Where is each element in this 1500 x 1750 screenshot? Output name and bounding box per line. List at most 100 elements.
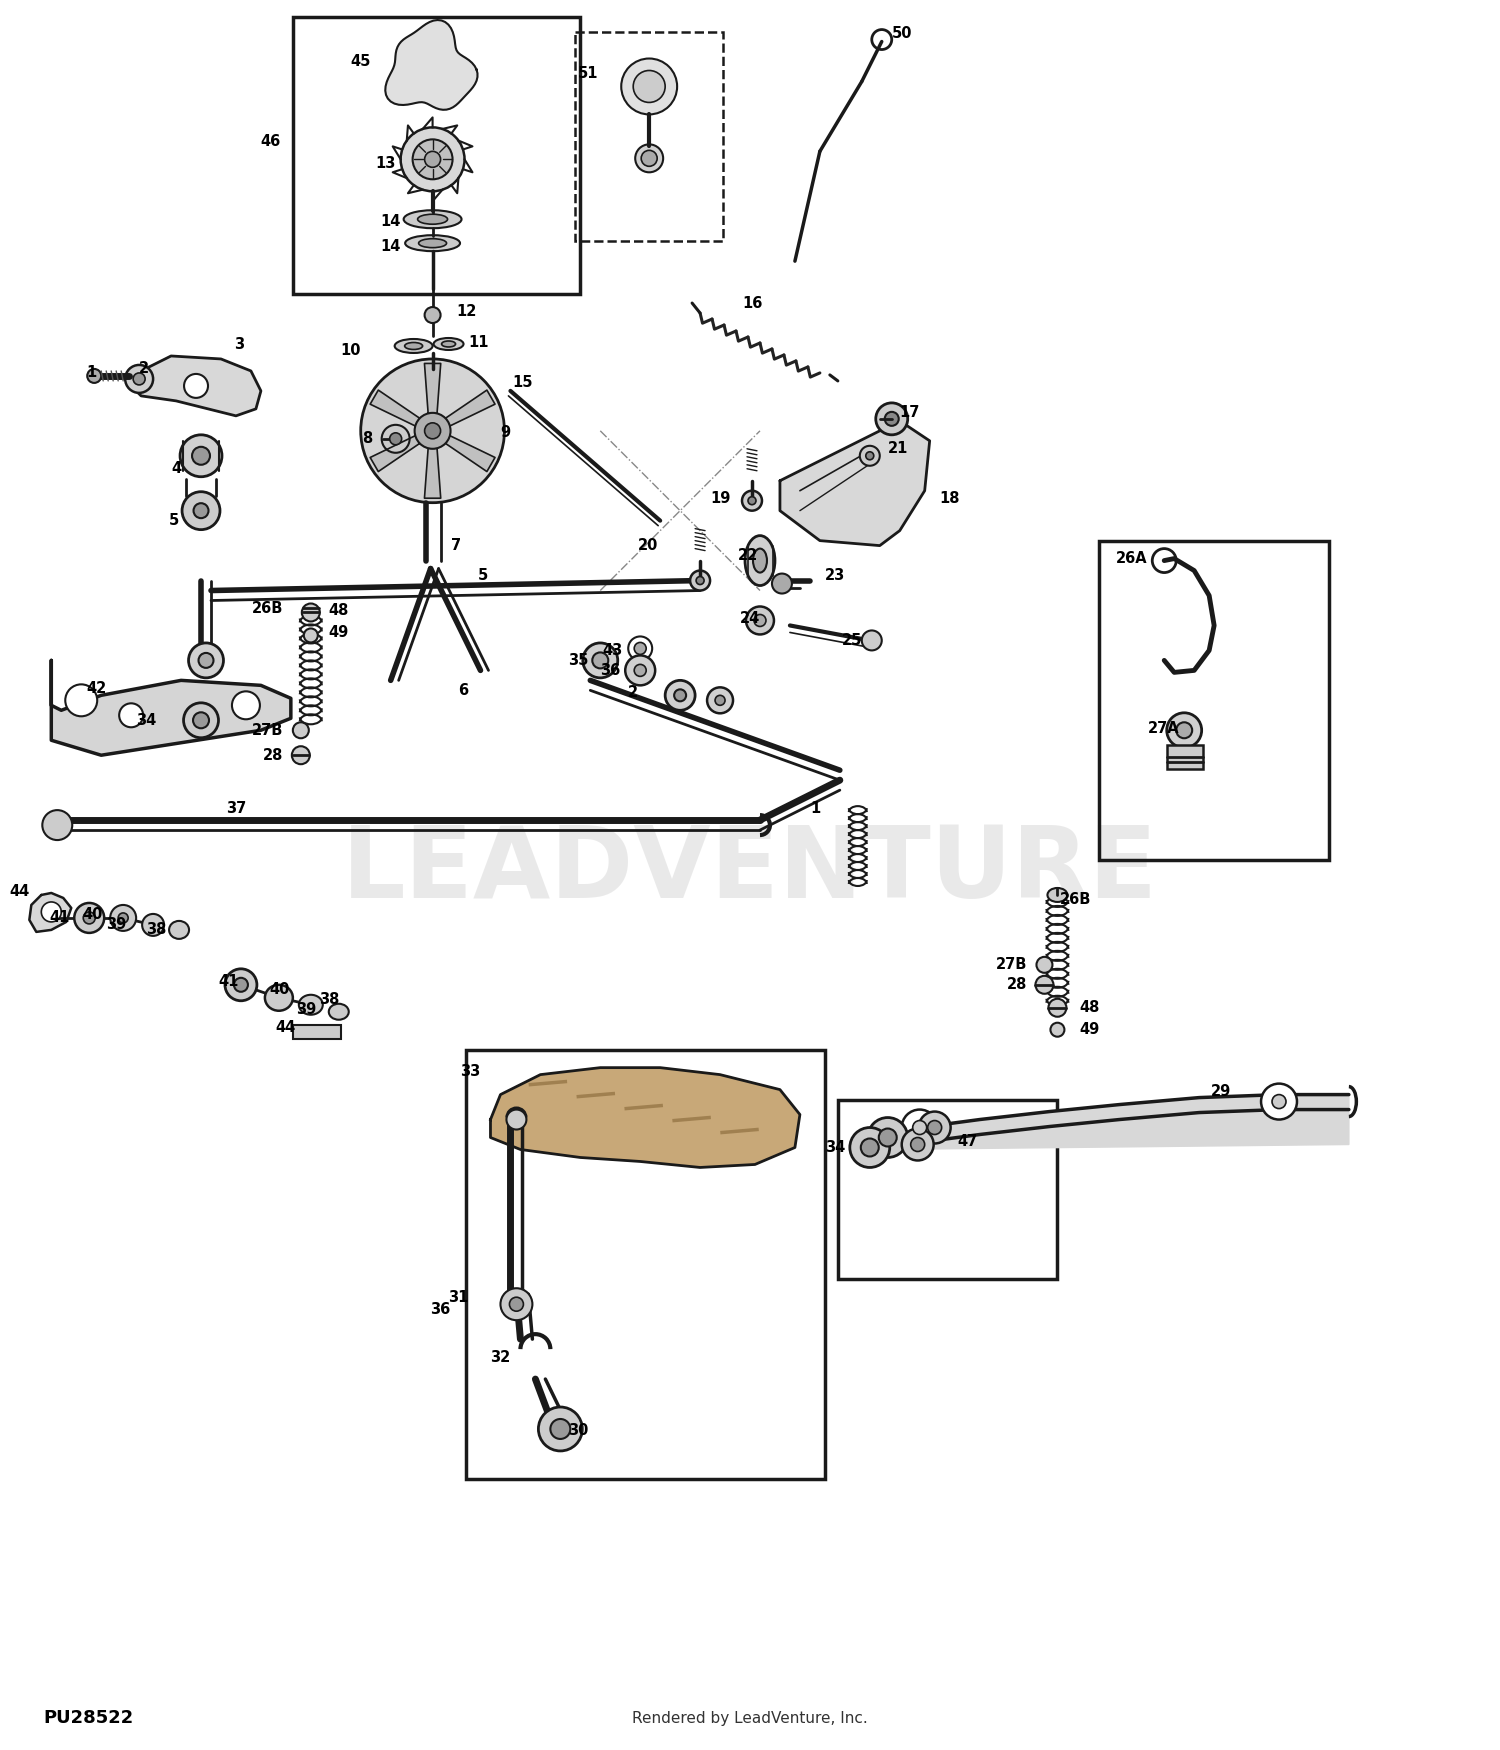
- Polygon shape: [780, 420, 930, 546]
- Ellipse shape: [918, 1111, 951, 1143]
- Circle shape: [424, 150, 441, 168]
- Polygon shape: [51, 660, 291, 756]
- Ellipse shape: [1036, 957, 1053, 973]
- Text: 26A: 26A: [1116, 551, 1148, 565]
- Ellipse shape: [180, 434, 222, 476]
- Text: 25: 25: [842, 634, 862, 648]
- Text: 14: 14: [381, 238, 400, 254]
- Ellipse shape: [1048, 999, 1066, 1017]
- Bar: [292, 1026, 340, 1040]
- Circle shape: [360, 359, 504, 502]
- Circle shape: [912, 1120, 927, 1134]
- Ellipse shape: [634, 665, 646, 676]
- Circle shape: [634, 144, 663, 172]
- Text: 9: 9: [501, 425, 510, 441]
- Text: 24: 24: [740, 611, 760, 626]
- Text: 41: 41: [219, 975, 239, 989]
- Ellipse shape: [419, 238, 447, 248]
- Circle shape: [1262, 1083, 1298, 1120]
- Circle shape: [184, 374, 209, 397]
- Circle shape: [621, 58, 676, 114]
- Text: 46: 46: [261, 133, 280, 149]
- Text: 51: 51: [578, 66, 598, 80]
- Ellipse shape: [298, 994, 322, 1015]
- Text: 2: 2: [140, 362, 148, 376]
- Ellipse shape: [194, 504, 208, 518]
- Ellipse shape: [405, 234, 460, 252]
- Text: Rendered by LeadVenture, Inc.: Rendered by LeadVenture, Inc.: [632, 1712, 868, 1726]
- Text: 27A: 27A: [1148, 721, 1179, 735]
- Circle shape: [424, 424, 441, 439]
- Ellipse shape: [696, 576, 703, 584]
- Text: 33: 33: [460, 1064, 480, 1080]
- Ellipse shape: [753, 548, 766, 572]
- Ellipse shape: [266, 985, 292, 1011]
- Ellipse shape: [876, 402, 908, 434]
- Text: 49: 49: [328, 625, 350, 640]
- Text: 37: 37: [226, 800, 246, 816]
- Ellipse shape: [441, 341, 456, 346]
- Ellipse shape: [1050, 1022, 1065, 1036]
- Text: 3: 3: [234, 338, 244, 352]
- Text: 13: 13: [375, 156, 396, 172]
- Text: 44: 44: [276, 1020, 296, 1036]
- Polygon shape: [30, 892, 72, 933]
- Ellipse shape: [110, 905, 136, 931]
- Ellipse shape: [225, 970, 256, 1001]
- Ellipse shape: [674, 690, 686, 702]
- Text: 18: 18: [939, 492, 960, 506]
- Ellipse shape: [302, 604, 320, 621]
- Ellipse shape: [394, 340, 432, 354]
- Text: 31: 31: [448, 1290, 468, 1306]
- Text: 21: 21: [888, 441, 908, 457]
- Text: 11: 11: [468, 336, 489, 350]
- Text: 5: 5: [477, 569, 488, 583]
- Text: 39: 39: [106, 917, 126, 933]
- Text: 32: 32: [490, 1349, 510, 1365]
- Circle shape: [550, 1419, 570, 1438]
- Text: 27B: 27B: [996, 957, 1028, 973]
- Bar: [465, 1050, 825, 1479]
- Text: 1: 1: [810, 800, 820, 816]
- Ellipse shape: [748, 497, 756, 504]
- Ellipse shape: [404, 210, 462, 228]
- Ellipse shape: [626, 656, 656, 686]
- Circle shape: [501, 1288, 532, 1320]
- Ellipse shape: [142, 914, 164, 936]
- Text: 38: 38: [146, 922, 166, 938]
- Polygon shape: [370, 436, 420, 471]
- Text: 2: 2: [628, 684, 638, 700]
- Text: 34: 34: [825, 1139, 844, 1155]
- Ellipse shape: [87, 369, 100, 383]
- Ellipse shape: [189, 642, 224, 677]
- Ellipse shape: [885, 411, 898, 425]
- Text: 15: 15: [513, 376, 532, 390]
- Circle shape: [413, 140, 453, 178]
- Ellipse shape: [417, 214, 447, 224]
- Ellipse shape: [927, 1120, 942, 1134]
- Text: 16: 16: [742, 296, 762, 310]
- Text: 34: 34: [136, 712, 156, 728]
- Text: 8: 8: [363, 430, 372, 446]
- Text: 41: 41: [50, 910, 69, 926]
- Text: 26B: 26B: [252, 600, 284, 616]
- Text: 47: 47: [957, 1134, 978, 1150]
- Text: 40: 40: [268, 982, 290, 997]
- Ellipse shape: [183, 704, 219, 738]
- Text: 30: 30: [568, 1423, 588, 1438]
- Polygon shape: [490, 1068, 800, 1167]
- Circle shape: [414, 413, 450, 448]
- Text: LEADVENTURE: LEADVENTURE: [342, 821, 1158, 919]
- Circle shape: [507, 1110, 526, 1129]
- Circle shape: [381, 425, 410, 453]
- Text: 44: 44: [9, 884, 30, 900]
- Ellipse shape: [292, 723, 309, 738]
- Ellipse shape: [405, 343, 423, 350]
- Text: 49: 49: [1080, 1022, 1100, 1038]
- Text: 36: 36: [430, 1302, 450, 1316]
- Ellipse shape: [861, 1139, 879, 1157]
- Bar: [576, 31, 723, 242]
- Ellipse shape: [859, 446, 880, 466]
- Polygon shape: [424, 364, 441, 413]
- Ellipse shape: [592, 653, 609, 668]
